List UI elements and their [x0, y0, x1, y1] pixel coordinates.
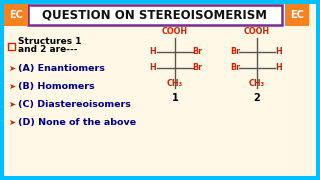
Text: (A) Enantiomers: (A) Enantiomers: [18, 64, 105, 73]
Text: Br: Br: [230, 64, 240, 73]
Text: Br: Br: [192, 64, 202, 73]
Text: (D) None of the above: (D) None of the above: [18, 118, 136, 127]
Text: QUESTION ON STEREOISOMERISM: QUESTION ON STEREOISOMERISM: [43, 8, 268, 21]
Text: (B) Homomers: (B) Homomers: [18, 82, 95, 91]
Text: CH₃: CH₃: [167, 80, 183, 89]
FancyBboxPatch shape: [28, 5, 282, 25]
Text: EC: EC: [9, 10, 23, 20]
Text: Structures 1: Structures 1: [18, 37, 82, 46]
Text: H: H: [150, 48, 156, 57]
Bar: [285, 4, 309, 26]
Text: Br: Br: [192, 48, 202, 57]
Text: ➤: ➤: [8, 82, 15, 91]
Text: H: H: [276, 64, 282, 73]
Text: 1: 1: [172, 93, 178, 103]
Text: ➤: ➤: [8, 64, 15, 73]
Text: (C) Diastereoisomers: (C) Diastereoisomers: [18, 100, 131, 109]
Text: ➤: ➤: [8, 100, 15, 109]
Text: Br: Br: [230, 48, 240, 57]
Text: COOH: COOH: [162, 28, 188, 37]
Text: H: H: [150, 64, 156, 73]
Text: COOH: COOH: [244, 28, 270, 37]
Bar: [8, 43, 15, 50]
Text: ➤: ➤: [8, 118, 15, 127]
Text: and 2 are---: and 2 are---: [18, 46, 77, 55]
Text: CH₃: CH₃: [249, 80, 265, 89]
Text: EC: EC: [290, 10, 304, 20]
Text: 2: 2: [254, 93, 260, 103]
Text: H: H: [276, 48, 282, 57]
Bar: [4, 4, 28, 26]
